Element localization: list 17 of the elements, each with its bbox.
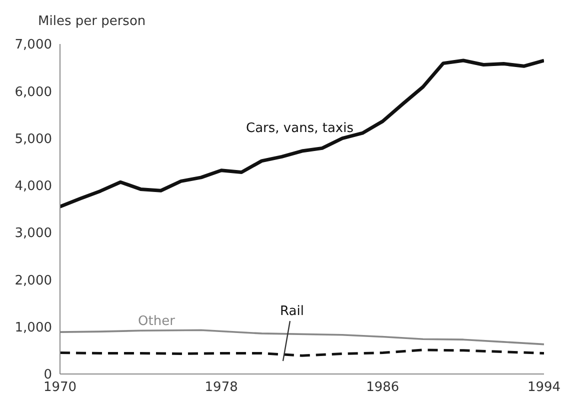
y-axis-title: Miles per person bbox=[38, 14, 146, 29]
line-series bbox=[60, 58, 544, 208]
x-tick-label: 1978 bbox=[204, 380, 238, 396]
series-label: Other bbox=[138, 314, 175, 329]
y-tick-label: 6,000 bbox=[14, 84, 52, 100]
y-tick-label: 3,000 bbox=[14, 226, 52, 242]
y-tick-label: 5,000 bbox=[14, 132, 52, 147]
x-tick-label: 1994 bbox=[527, 380, 561, 396]
x-tick-label: 1970 bbox=[43, 380, 77, 396]
y-tick-label: 2,000 bbox=[14, 273, 52, 288]
y-tick-label: 4,000 bbox=[14, 179, 52, 194]
text: Rail bbox=[280, 304, 304, 319]
x-tick-label: 1986 bbox=[366, 380, 400, 396]
y-tick-label: 7,000 bbox=[14, 38, 52, 53]
y-tick-label: 0 bbox=[44, 368, 52, 383]
series-label: Cars, vans, taxis bbox=[246, 121, 354, 136]
y-tick-label: 1,000 bbox=[14, 320, 52, 336]
